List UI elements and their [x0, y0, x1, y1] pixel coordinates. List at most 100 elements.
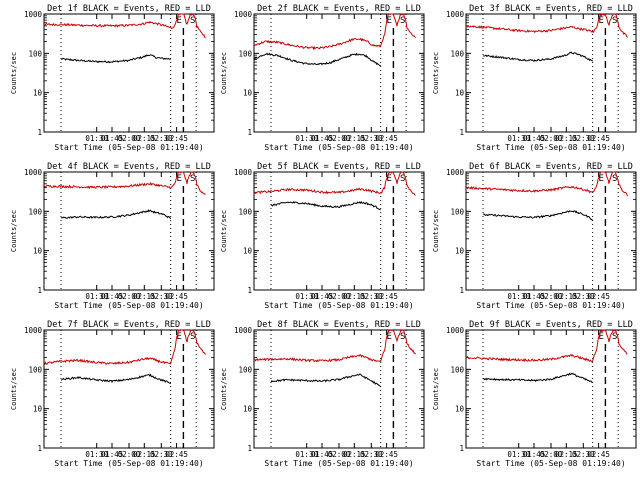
- y-axis-label: Counts/sec: [432, 368, 440, 410]
- x-tick-label: 02:30: [572, 292, 595, 301]
- y-tick-label: 1: [247, 286, 252, 295]
- x-tick-label: 02:15: [133, 450, 156, 459]
- detector-panel-1: Det 1f BLACK = Events, RED = LLD 1 10 100 10…: [10, 4, 215, 152]
- panel-title: Det 4f BLACK = Events, RED = LLD: [47, 162, 211, 172]
- x-tick-label: 01:30: [507, 134, 530, 143]
- y-tick-label: 100: [28, 207, 42, 216]
- lld-trace: [465, 12, 628, 38]
- panel-title: Det 3f BLACK = Events, RED = LLD: [469, 4, 633, 14]
- detector-panel-6: Det 6f BLACK = Events, RED = LLD 1 10 100 10…: [432, 162, 637, 310]
- y-tick-label: 1000: [446, 326, 465, 335]
- x-tick-label: 02:30: [572, 134, 595, 143]
- y-tick-label: 100: [450, 49, 464, 58]
- x-tick-label: 01:45: [101, 450, 124, 459]
- y-axis-label: Counts/sec: [220, 52, 228, 94]
- x-tick-label: 01:45: [523, 134, 546, 143]
- marker-label-e: E: [598, 174, 603, 184]
- plot-frame: [253, 171, 425, 291]
- y-tick-label: 100: [238, 207, 252, 216]
- x-tick-label: 01:30: [507, 292, 530, 301]
- y-axis-label: Counts/sec: [432, 52, 440, 94]
- plot-frame: [465, 13, 637, 133]
- y-axis-label: Counts/sec: [220, 368, 228, 410]
- y-tick-label: 100: [450, 207, 464, 216]
- x-tick-label: 02:45: [165, 450, 188, 459]
- x-axis-label: Start Time (05-Sep-08 01:19:40): [264, 143, 413, 152]
- panel-title: Det 5f BLACK = Events, RED = LLD: [257, 162, 421, 172]
- y-tick-label: 100: [28, 49, 42, 58]
- events-trace: [60, 209, 172, 220]
- y-tick-label: 1000: [234, 10, 253, 19]
- detector-panel-7: Det 7f BLACK = Events, RED = LLD 1 10 100 10…: [10, 320, 215, 468]
- x-tick-label: 02:30: [360, 292, 383, 301]
- x-axis-label: Start Time (05-Sep-08 01:19:40): [54, 459, 203, 468]
- x-tick-label: 02:00: [328, 292, 351, 301]
- x-tick-label: 02:45: [375, 134, 398, 143]
- plot-frame: [253, 329, 425, 449]
- x-tick-label: 02:00: [118, 292, 141, 301]
- x-tick-label: 01:45: [101, 134, 124, 143]
- y-tick-label: 1000: [234, 326, 253, 335]
- events-trace: [270, 373, 382, 388]
- detector-panel-4: Det 4f BLACK = Events, RED = LLD 1 10 100 10…: [10, 162, 215, 310]
- detector-panel-2: Det 2f BLACK = Events, RED = LLD 1 10 100 10…: [220, 4, 425, 152]
- y-tick-label: 1: [37, 128, 42, 137]
- panel-title: Det 2f BLACK = Events, RED = LLD: [257, 4, 421, 14]
- x-tick-label: 02:15: [343, 134, 366, 143]
- x-tick-label: 02:15: [133, 292, 156, 301]
- plot-frame: [43, 329, 215, 449]
- x-axis-label: Start Time (05-Sep-08 01:19:40): [54, 301, 203, 310]
- marker-label-e: E: [176, 174, 181, 184]
- events-trace: [270, 200, 381, 211]
- plot-frame: [465, 329, 637, 449]
- marker-label-e: E: [598, 332, 603, 342]
- lld-trace: [465, 171, 628, 197]
- x-tick-label: 02:30: [360, 450, 383, 459]
- panel-title: Det 8f BLACK = Events, RED = LLD: [257, 320, 421, 330]
- events-trace: [253, 52, 381, 67]
- y-tick-label: 1000: [24, 168, 43, 177]
- detector-panel-3: Det 3f BLACK = Events, RED = LLD 1 10 100 10…: [432, 4, 637, 152]
- x-tick-label: 02:45: [587, 292, 610, 301]
- y-tick-label: 10: [455, 405, 465, 414]
- marker-label-s: S: [612, 174, 617, 184]
- y-tick-label: 10: [243, 89, 253, 98]
- panel-title: Det 1f BLACK = Events, RED = LLD: [47, 4, 211, 14]
- y-tick-label: 10: [243, 405, 253, 414]
- x-axis-label: Start Time (05-Sep-08 01:19:40): [54, 143, 203, 152]
- detector-panel-9: Det 9f BLACK = Events, RED = LLD 1 10 100 10…: [432, 320, 637, 468]
- x-tick-label: 02:15: [555, 450, 578, 459]
- y-tick-label: 1000: [24, 10, 43, 19]
- marker-label-s: S: [400, 16, 405, 26]
- marker-label-e: E: [598, 16, 603, 26]
- events-trace: [482, 51, 594, 62]
- y-axis-label: Counts/sec: [220, 210, 228, 252]
- x-tick-label: 02:00: [540, 292, 563, 301]
- x-tick-label: 02:15: [555, 292, 578, 301]
- x-tick-label: 02:15: [133, 134, 156, 143]
- y-axis-label: Counts/sec: [10, 210, 18, 252]
- y-tick-label: 10: [33, 89, 43, 98]
- x-tick-label: 02:45: [165, 292, 188, 301]
- y-tick-label: 1: [459, 286, 464, 295]
- events-trace: [60, 54, 171, 64]
- x-tick-label: 01:30: [295, 134, 318, 143]
- y-axis-label: Counts/sec: [10, 368, 18, 410]
- x-tick-label: 02:30: [360, 134, 383, 143]
- y-tick-label: 1: [459, 128, 464, 137]
- x-tick-label: 01:45: [101, 292, 124, 301]
- lld-trace: [253, 171, 416, 196]
- plot-frame: [43, 13, 215, 133]
- x-tick-label: 02:15: [555, 134, 578, 143]
- x-tick-label: 02:45: [165, 134, 188, 143]
- panel-title: Det 6f BLACK = Events, RED = LLD: [469, 162, 633, 172]
- x-tick-label: 01:30: [85, 292, 108, 301]
- y-tick-label: 100: [450, 365, 464, 374]
- lld-trace: [43, 329, 206, 365]
- x-tick-label: 01:45: [311, 134, 334, 143]
- plot-frame: [43, 171, 215, 291]
- x-axis-label: Start Time (05-Sep-08 01:19:40): [476, 459, 625, 468]
- x-tick-label: 02:00: [118, 134, 141, 143]
- y-tick-label: 100: [238, 365, 252, 374]
